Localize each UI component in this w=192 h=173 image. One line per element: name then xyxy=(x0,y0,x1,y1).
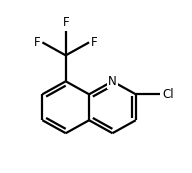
Text: N: N xyxy=(108,75,117,88)
Text: Cl: Cl xyxy=(163,88,174,101)
Text: F: F xyxy=(91,36,97,49)
Text: F: F xyxy=(62,16,69,29)
Text: F: F xyxy=(34,36,41,49)
